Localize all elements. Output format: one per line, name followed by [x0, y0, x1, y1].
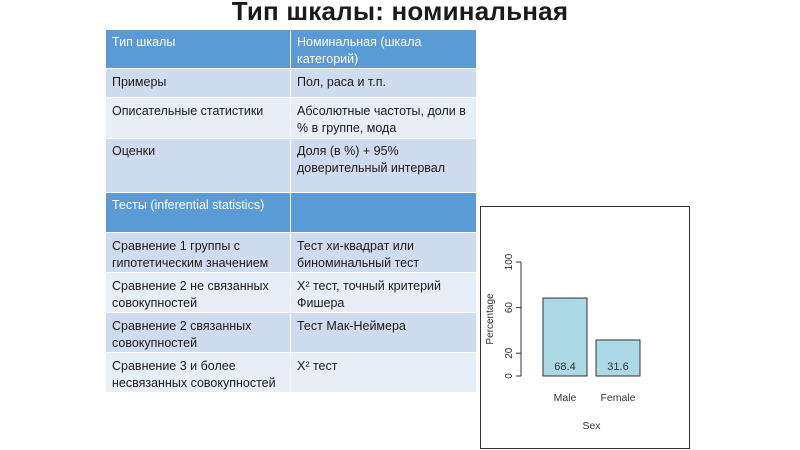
table-row: Сравнение 1 группы с гипотетическим знач… [105, 232, 477, 273]
table-cell-label: Тип шкалы [105, 29, 291, 69]
page-title: Тип шкалы: номинальная [231, 0, 569, 26]
table-cell-label: Сравнение 3 и более несвязанных совокупн… [105, 352, 291, 393]
bar [542, 297, 588, 377]
table-row: Оценки Доля (в %) + 95% доверительный инт… [105, 138, 477, 193]
x-axis-label: Sex [582, 420, 601, 432]
y-axis-label: Percentage [485, 293, 496, 345]
table-cell-label: Сравнение 2 связанных совокупностей [105, 312, 291, 353]
y-tick-label: 0 [504, 373, 515, 379]
y-tick-label: 100 [504, 253, 515, 270]
percentage-bar-chart: 0 20 60 100 Percentage 68.4 Male 31.6 Female Sex [480, 206, 690, 449]
chart-svg: 0 20 60 100 Percentage 68.4 Male 31.6 Female Sex [485, 253, 641, 432]
table-row: Сравнение 3 и более несвязанных совокупн… [105, 352, 477, 393]
y-tick-label: 20 [504, 347, 515, 359]
table-row: Тесты (inferential statistics) [105, 192, 477, 233]
table-row: Примеры Пол, раса и т.п. [105, 68, 477, 98]
table-cell-value: Пол, раса и т.п. [290, 68, 477, 98]
table-cell-value: Тест хи-квадрат или биноминальный тест [290, 232, 477, 273]
scale-table: Тип шкалы Номинальная (шкала категорий) Пр… [105, 29, 477, 393]
y-tick-label: 60 [504, 302, 515, 314]
table-row: Сравнение 2 не связанных совокупностей X²… [105, 272, 477, 313]
table-cell-label: Описательные статистики [105, 97, 291, 139]
table-row: Сравнение 2 связанных совокупностей Тест … [105, 312, 477, 353]
table-cell-label: Тесты (inferential statistics) [105, 192, 291, 233]
table-cell-label: Примеры [105, 68, 291, 98]
table-cell-label: Сравнение 2 не связанных совокупностей [105, 272, 291, 313]
x-tick-label: Female [600, 392, 635, 404]
table-cell-value: Тест Мак-Неймера [290, 312, 477, 353]
table-cell-value [290, 192, 477, 233]
bar-data-label: 31.6 [607, 361, 628, 373]
bar [595, 339, 641, 377]
table-row: Описательные статистики Абсолютные частот… [105, 97, 477, 139]
table-cell-value: Доля (в %) + 95% доверительный интервал [290, 138, 477, 193]
table-cell-value: Номинальная (шкала категорий) [290, 29, 477, 69]
table-cell-label: Сравнение 1 группы с гипотетическим знач… [105, 232, 291, 273]
table-cell-value: Абсолютные частоты, доли в % в группе, м… [290, 97, 477, 139]
table-cell-value: X² тест, точный критерий Фишера [290, 272, 477, 313]
bar-data-label: 68.4 [554, 361, 575, 373]
table-cell-label: Оценки [105, 138, 291, 193]
table-cell-value: X² тест [290, 352, 477, 393]
table-row: Тип шкалы Номинальная (шкала категорий) [105, 29, 477, 69]
x-tick-label: Male [554, 392, 577, 404]
